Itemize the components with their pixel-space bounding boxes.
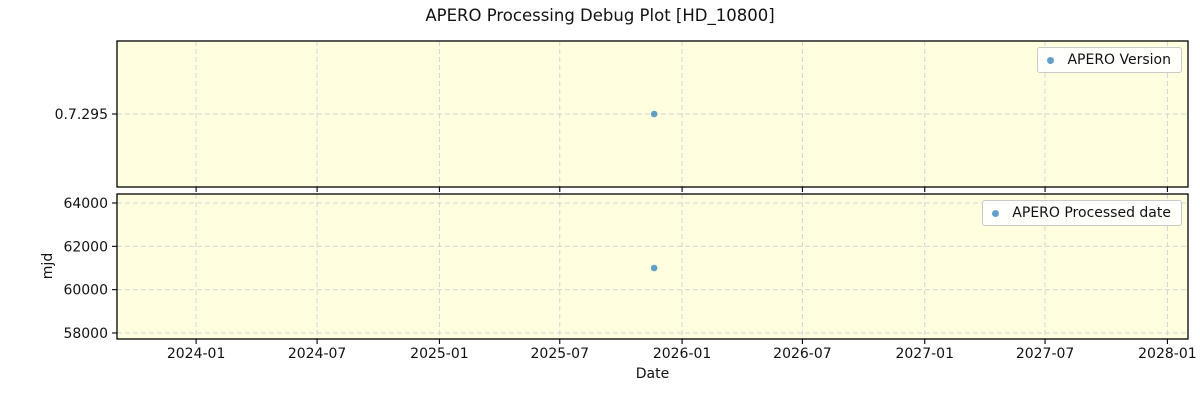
legend-marker-dot-icon (992, 209, 1000, 217)
plot-title: APERO Processing Debug Plot [HD_10800] (425, 6, 775, 25)
data-point-mjd (650, 264, 658, 272)
x-tick-label: 2026-01 (653, 346, 712, 362)
legend-apero-processed-date: APERO Processed date (982, 200, 1182, 226)
y-tick-label: 0.7.295 (55, 107, 108, 123)
y-tick-label: 60000 (63, 283, 108, 299)
x-tick-label: 2024-07 (288, 346, 347, 362)
y-tick-label: 64000 (63, 196, 108, 212)
legend-marker-dot-icon (1047, 56, 1055, 64)
data-point-version (650, 110, 658, 118)
legend-label-apero-processed-date: APERO Processed date (1012, 205, 1171, 221)
x-tick-label: 2024-01 (167, 346, 226, 362)
y-tick-label: 62000 (63, 239, 108, 255)
x-tick-label: 2025-07 (531, 346, 590, 362)
x-axis-label: Date (635, 366, 670, 382)
x-tick-label: 2026-07 (773, 346, 832, 362)
x-tick-label: 2025-01 (410, 346, 469, 362)
panel-spines-mjd (116, 193, 1189, 340)
x-tick-label: 2027-01 (895, 346, 954, 362)
y-axis-label-mjd: mjd (40, 252, 56, 280)
legend-apero-version: APERO Version (1037, 47, 1182, 73)
x-tick-label: 2028-01 (1138, 346, 1197, 362)
legend-label-apero-version: APERO Version (1067, 52, 1171, 68)
y-tick-label: 58000 (63, 326, 108, 342)
x-tick-label: 2027-07 (1016, 346, 1075, 362)
